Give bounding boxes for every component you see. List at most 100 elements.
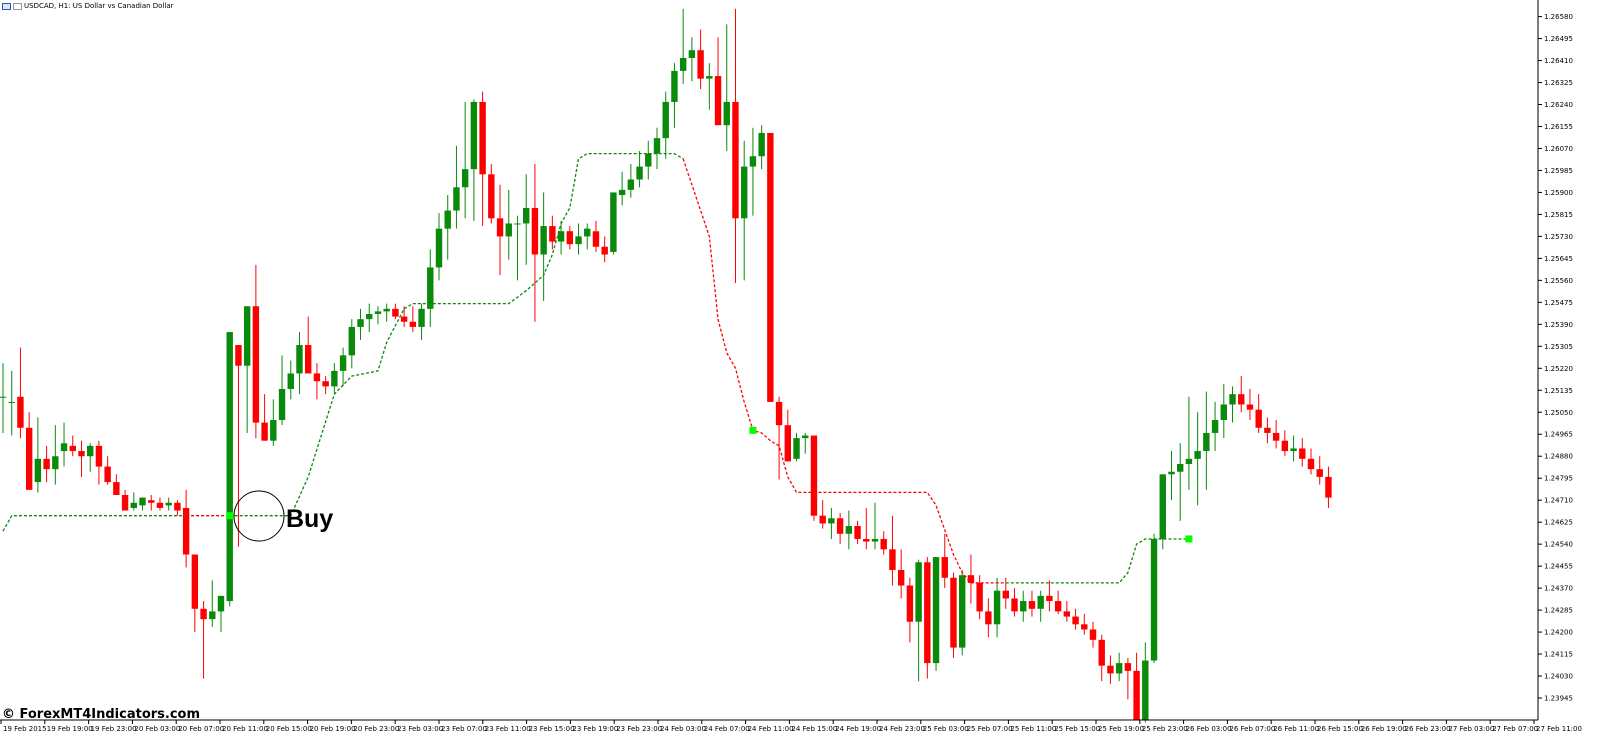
candle-body [278,388,286,421]
candle-body [1159,474,1166,539]
candle [418,303,425,340]
candle [767,132,774,402]
y-tick-label: 1.24880 [1544,453,1573,461]
x-tick-label: 24 Feb 15:00 [791,725,837,733]
candle [836,513,844,545]
x-tick-label: 25 Feb 19:00 [1098,725,1144,733]
candle [461,101,469,219]
candle-body [1255,409,1262,428]
candle [985,598,992,638]
candle [156,497,164,511]
x-tick-label: 25 Feb 07:00 [967,725,1013,733]
trailing-stop-resistance [682,158,1006,584]
x-tick-label: 26 Feb 03:00 [1186,725,1232,733]
candle-body [0,396,7,398]
candle [383,303,390,322]
candle-body [113,482,120,496]
candle [278,355,286,426]
candle [610,192,617,255]
candle-body [1020,601,1027,612]
candle-body [618,189,626,196]
candle-body [741,166,748,219]
candle [618,171,626,206]
candle-body [69,445,76,452]
candle-body [60,443,68,452]
y-tick-label: 1.24795 [1544,475,1573,483]
candle-body [1290,448,1297,452]
candle-body [409,321,417,327]
candle-body [549,226,556,242]
chart-title-bar: USDCAD, H1: US Dollar vs Canadian Dollar [2,0,174,12]
candle [8,370,15,436]
y-tick-label: 1.26155 [1544,123,1573,131]
y-tick-label: 1.25475 [1544,299,1573,307]
candle-body [679,57,687,71]
candle [130,492,137,511]
candle [993,577,1001,638]
candle [479,91,486,227]
candle [1028,590,1036,617]
candle-body [366,313,373,320]
candle-body [540,226,547,255]
candle-body [514,223,521,225]
candle [217,595,225,633]
candle [87,443,94,472]
x-tick-label: 23 Feb 19:00 [572,725,618,733]
candle-body [1098,639,1105,666]
candle [121,489,129,511]
y-tick-label: 1.25730 [1544,233,1573,241]
candle [679,8,687,84]
candle-body [322,381,329,387]
candle [854,520,861,545]
candle [409,306,417,333]
candle [322,376,329,395]
chart-properties-icon[interactable] [13,2,22,10]
candle [148,495,155,511]
candle [139,497,146,511]
y-tick-label: 1.25390 [1544,321,1573,329]
x-tick-label: 24 Feb 19:00 [835,725,881,733]
candle-body [1264,427,1271,433]
candle-body [645,153,652,167]
x-tick-label: 24 Feb 07:00 [704,725,750,733]
candle [688,37,696,82]
candle-body [967,575,975,583]
x-tick-label: 25 Feb 15:00 [1054,725,1100,733]
candle [1307,448,1315,475]
y-tick-label: 1.23945 [1544,695,1573,703]
candle [69,435,76,457]
candle-body [496,218,504,237]
candle [1238,376,1245,413]
candle-body [749,156,757,167]
candle-body [775,401,783,426]
y-tick-label: 1.25560 [1544,277,1573,285]
candle [845,510,853,550]
candle-body [17,396,24,428]
candle-body [845,526,853,534]
y-tick-label: 1.24625 [1544,519,1573,527]
candle-body [557,231,565,242]
candle [653,127,661,170]
candle [514,215,521,281]
candle [1020,590,1027,622]
candle-body [897,570,905,586]
chart-window-icon[interactable] [2,2,11,10]
x-tick-label: 23 Feb 15:00 [529,725,575,733]
candle-body [461,169,469,188]
candle [1011,588,1018,617]
candle-body [453,187,460,211]
candle-body [235,345,242,366]
x-tick-label: 20 Feb 15:00 [266,725,312,733]
candle-body [1142,660,1149,720]
candle [749,127,757,216]
candle-body [1325,476,1332,498]
candle [1142,642,1149,723]
candle-body [313,373,321,382]
candle-body [985,611,992,625]
candle [897,549,905,599]
candle-body [810,435,818,516]
candle [209,580,216,627]
candle-body [636,166,643,180]
candle [366,303,373,333]
